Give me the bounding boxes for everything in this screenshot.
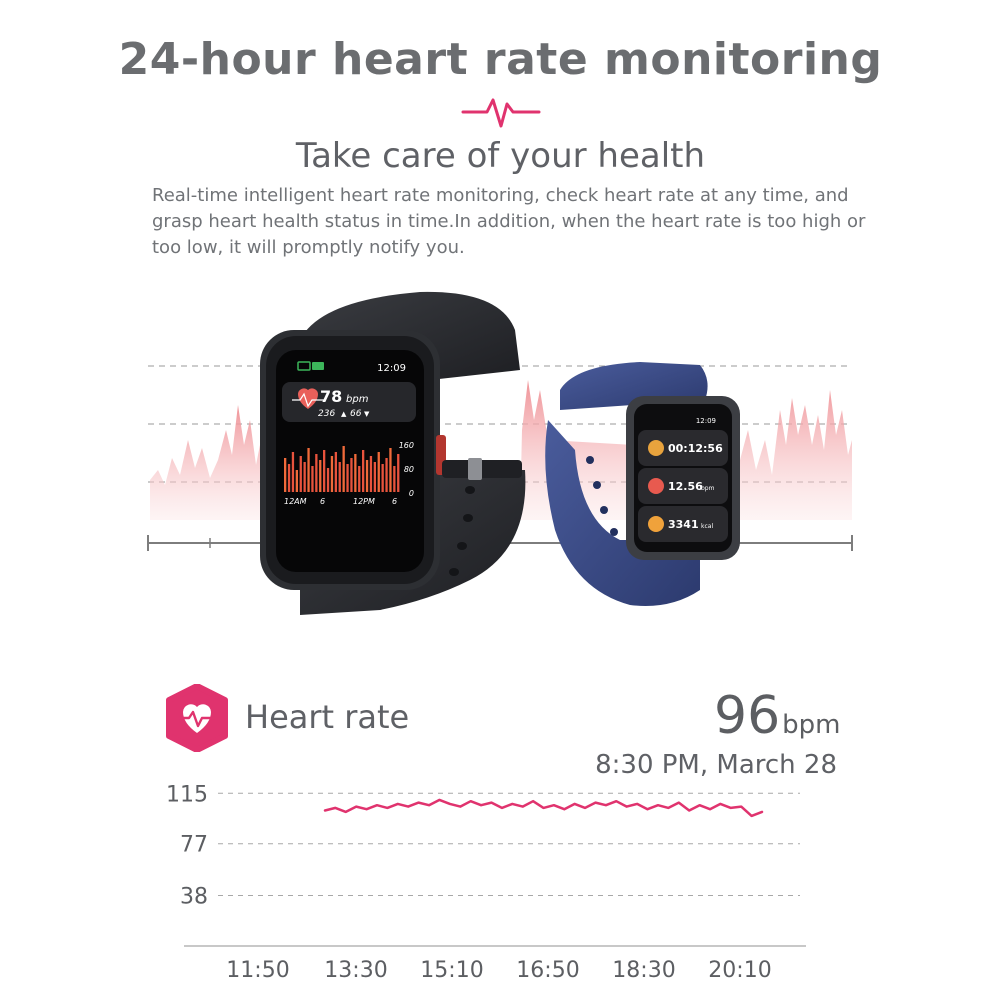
heart-icon	[648, 478, 664, 494]
y-tick-label: 38	[180, 885, 208, 910]
x-tick-label: 11:50	[226, 958, 289, 983]
black-watch-xlabel-1: 6	[320, 497, 325, 506]
heart-rate-timestamp: 8:30 PM, March 28	[595, 750, 837, 780]
black-watch-xlabel-0: 12AM	[284, 497, 307, 506]
y-tick-label: 115	[166, 782, 208, 807]
mini-bar	[291, 452, 295, 492]
stopwatch-icon	[648, 440, 664, 456]
heart-rate-label: Heart rate	[245, 698, 410, 736]
heart-rate-unit: bpm	[782, 710, 841, 740]
heart-rate-series-line	[323, 798, 764, 818]
black-watch-bpm: 78	[320, 387, 342, 406]
blue-watch-distance-unit: bpm	[701, 485, 715, 492]
mini-bar	[311, 466, 314, 492]
black-watch-time: 12:09	[377, 363, 406, 374]
x-tick-label: 13:30	[324, 958, 387, 983]
mini-bar	[365, 460, 369, 492]
mini-bar	[393, 466, 396, 492]
chart-grid	[184, 792, 806, 947]
mini-bar	[315, 454, 318, 492]
mini-bar	[295, 470, 298, 492]
black-watch-max: 236	[318, 409, 335, 419]
heart-rate-chart: 115 77 38 11:50 13:30 15:10 16:50 18:30 20:10	[166, 782, 806, 983]
page-title: 24-hour heart rate monitoring	[118, 34, 883, 85]
chart-x-ticks: 11:50 13:30 15:10 16:50 18:30 20:10	[226, 958, 771, 983]
chart-y-ticks: 115 77 38	[166, 782, 208, 909]
mini-bar	[303, 462, 306, 492]
mini-bar	[334, 452, 337, 492]
mini-bar	[338, 462, 341, 492]
mini-bar	[369, 456, 373, 492]
black-watch-scale-top: 160	[399, 441, 414, 450]
x-tick-label: 15:10	[420, 958, 483, 983]
heart-rate-reading: 96bpm	[714, 686, 841, 746]
black-smartwatch: 12:09 78 bpm 236 ▲ 66 ▼ 160 80 0 12AM 6 …	[260, 291, 526, 615]
page-subtitle: Take care of your health	[295, 136, 706, 176]
blue-watch-timer: 00:12:56	[668, 442, 723, 455]
mini-bar	[350, 458, 353, 492]
mini-bar	[377, 452, 380, 492]
y-tick-label: 77	[180, 833, 208, 858]
black-watch-xlabel-3: 6	[392, 497, 397, 506]
chart-series	[323, 798, 764, 818]
mini-bar	[346, 464, 349, 492]
svg-text:▲: ▲	[341, 410, 347, 418]
mini-bar	[299, 456, 302, 492]
blue-watch-time: 12:09	[696, 417, 716, 425]
black-watch-scale-bottom: 0	[409, 489, 414, 498]
blue-watch-distance: 12.56	[668, 480, 703, 493]
mini-bar	[319, 460, 322, 492]
svg-text:▼: ▼	[364, 410, 370, 418]
mini-bar	[307, 448, 310, 492]
mini-bar	[287, 464, 291, 492]
blue-watch-calories-unit: kcal	[701, 523, 713, 530]
black-watch-bar-chart	[284, 446, 400, 492]
heart-rate-value: 96	[714, 686, 781, 746]
black-watch-min: 66	[350, 409, 362, 419]
x-tick-label: 18:30	[612, 958, 675, 983]
waveform-left	[150, 405, 290, 520]
mini-bar	[373, 462, 376, 492]
mini-bar	[354, 454, 357, 492]
watch-scene: 12:09 00:12:56 12.56 bpm 3341 kcal 12:09…	[147, 291, 853, 615]
mini-bar	[323, 450, 326, 492]
mini-bar	[381, 464, 384, 492]
mini-bar	[358, 466, 361, 492]
blue-smartwatch: 12:09 00:12:56 12.56 bpm 3341 kcal	[545, 362, 740, 606]
black-watch-xlabel-2: 12PM	[353, 497, 375, 506]
mini-bar	[385, 458, 388, 492]
x-tick-label: 16:50	[516, 958, 579, 983]
mini-bar	[342, 446, 345, 492]
mini-bar	[330, 456, 334, 492]
mini-bar	[389, 448, 392, 492]
mini-bar	[326, 468, 330, 492]
mini-bar	[362, 450, 365, 492]
pulse-icon	[461, 98, 541, 128]
mini-bar	[284, 458, 287, 492]
black-watch-scale-mid: 80	[404, 465, 414, 474]
blue-watch-calories: 3341	[668, 518, 699, 531]
mini-bar	[397, 454, 400, 492]
x-tick-label: 20:10	[708, 958, 771, 983]
flame-icon	[648, 516, 664, 532]
description-text: Real-time intelligent heart rate monitor…	[152, 185, 866, 258]
heart-rate-badge-icon	[166, 684, 228, 752]
black-watch-bpm-unit: bpm	[346, 394, 369, 405]
heart-rate-icon	[298, 388, 318, 409]
